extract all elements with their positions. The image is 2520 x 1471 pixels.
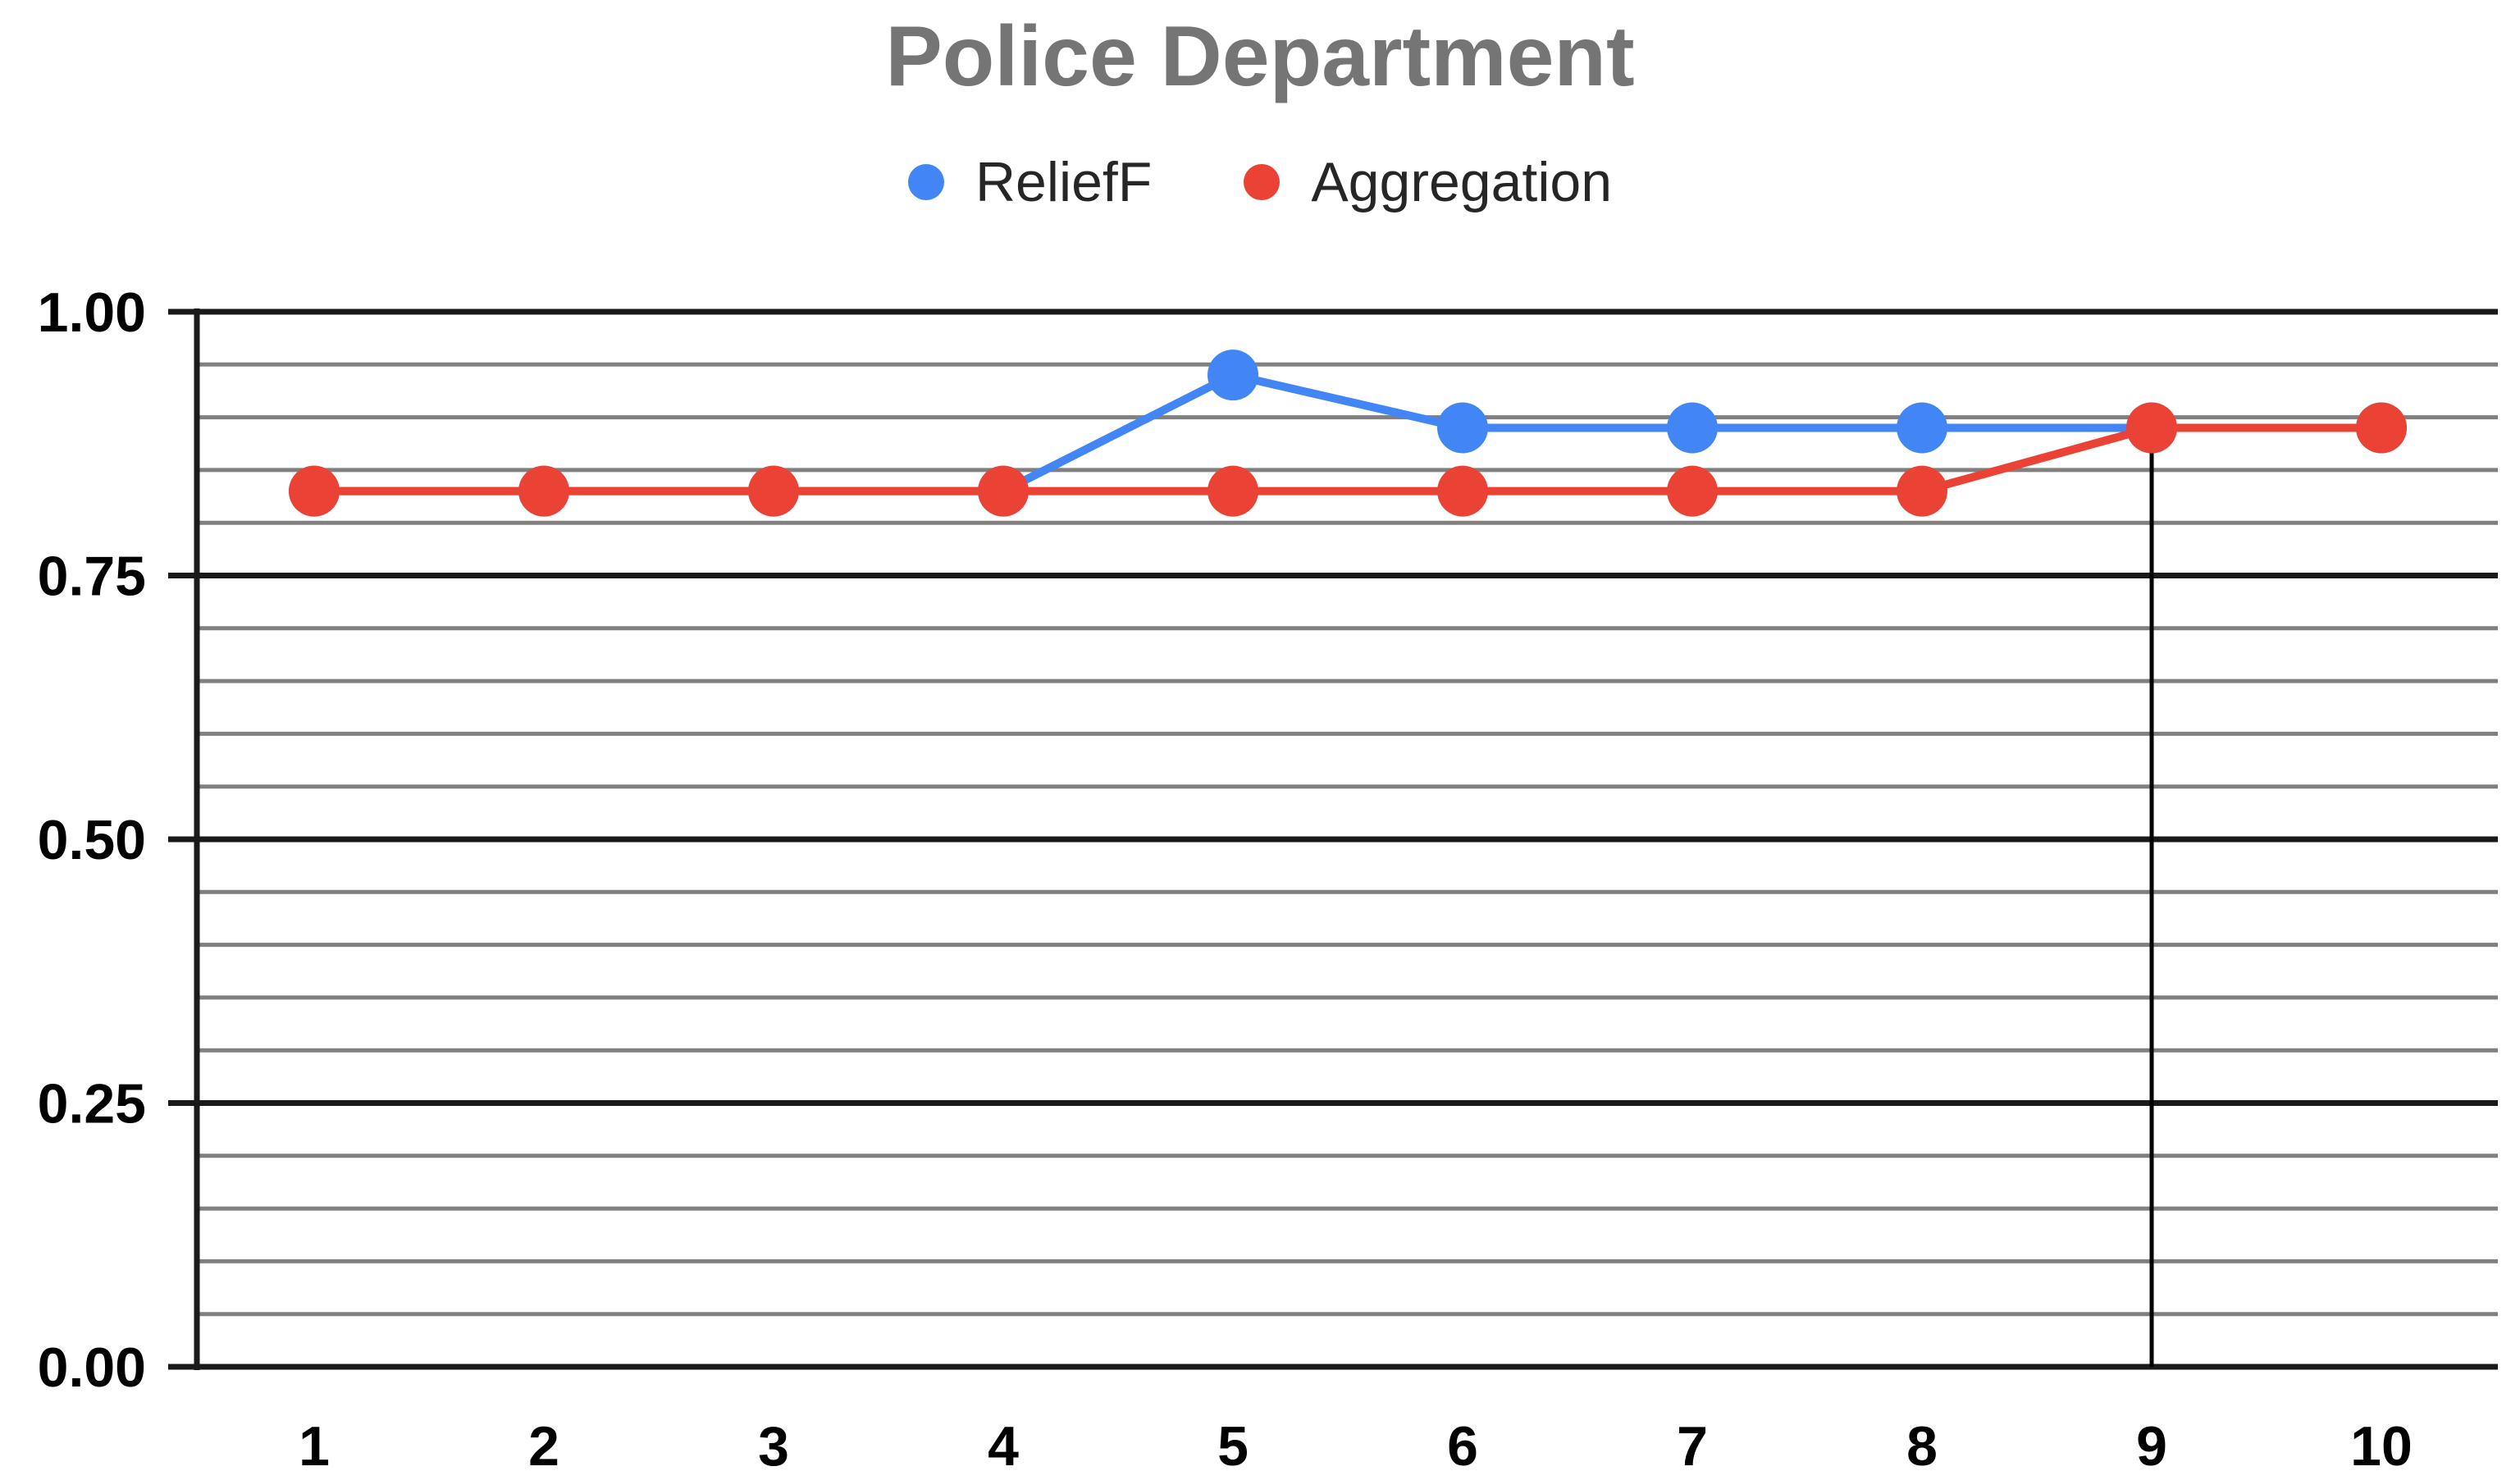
x-tick-label: 8 xyxy=(1906,1415,1938,1471)
data-point-aggregation xyxy=(2126,402,2177,454)
x-tick-label: 6 xyxy=(1447,1415,1478,1471)
x-tick-label: 7 xyxy=(1677,1415,1708,1471)
y-tick-label: 1.00 xyxy=(38,281,146,344)
data-point-relieff xyxy=(1667,402,1718,454)
legend-label: ReliefF xyxy=(975,151,1153,213)
x-tick-label: 4 xyxy=(988,1415,1019,1471)
legend-dot-relieff xyxy=(907,164,944,200)
series-line-aggregation xyxy=(314,423,2381,496)
data-point-aggregation xyxy=(2356,402,2407,454)
legend-item-aggregation: Aggregation xyxy=(1244,154,1612,210)
x-tick-label: 9 xyxy=(2136,1415,2167,1471)
data-point-aggregation xyxy=(1667,465,1718,517)
data-point-aggregation xyxy=(1208,465,1258,517)
legend-label: Aggregation xyxy=(1311,151,1613,213)
y-tick-label: 0.75 xyxy=(38,546,146,608)
y-tick-label: 0.00 xyxy=(38,1336,146,1399)
data-point-aggregation xyxy=(1437,465,1488,517)
x-tick-label: 1 xyxy=(299,1415,330,1471)
y-tick-label: 0.50 xyxy=(38,809,146,871)
legend-dot-aggregation xyxy=(1244,164,1281,200)
legend-item-relieff: ReliefF xyxy=(907,151,1153,213)
data-point-aggregation xyxy=(289,465,340,517)
x-tick-label: 2 xyxy=(528,1415,559,1471)
chart-title: Police Department xyxy=(885,9,1635,104)
x-tick-label: 3 xyxy=(758,1415,789,1471)
data-point-aggregation xyxy=(748,465,799,517)
data-point-relieff xyxy=(1897,402,1947,454)
x-tick-label: 5 xyxy=(1217,1415,1249,1471)
data-point-aggregation xyxy=(978,465,1029,517)
series-line-relieff xyxy=(314,371,2381,496)
data-point-aggregation xyxy=(1897,465,1947,517)
chart-legend: ReliefF Aggregation xyxy=(0,154,2520,210)
data-point-relieff xyxy=(1437,402,1488,454)
x-tick-label: 10 xyxy=(2350,1415,2413,1471)
data-point-aggregation xyxy=(518,465,569,517)
data-point-relieff xyxy=(1208,349,1258,401)
y-tick-label: 0.25 xyxy=(38,1073,146,1135)
